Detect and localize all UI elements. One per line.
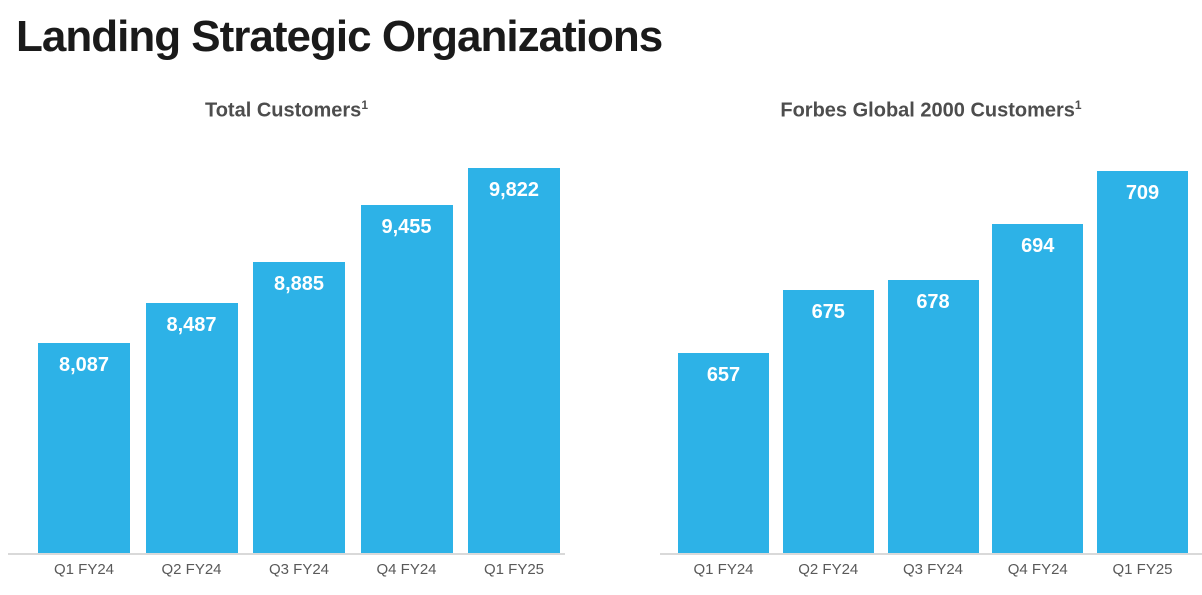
- bar-q4-fy24: 9,455: [360, 205, 453, 553]
- bar-value-label: 9,822: [488, 179, 540, 201]
- x-axis-labels: Q1 FY24 Q2 FY24 Q3 FY24 Q4 FY24 Q1 FY25: [8, 561, 565, 578]
- x-axis-label-q4-fy24: Q4 FY24: [376, 561, 437, 578]
- bar-value-label: 709: [1125, 182, 1160, 204]
- bar-q4-fy24: 694: [992, 223, 1084, 553]
- bar-value-label: 8,885: [273, 273, 325, 296]
- x-axis-label-q3-fy24: Q3 FY24: [902, 561, 964, 578]
- x-axis-label-q1-fy25: Q1 FY25: [1112, 561, 1173, 578]
- chart-title: Total Customers1: [8, 90, 565, 122]
- chart-title-footnote-marker: 1: [1074, 98, 1082, 112]
- x-axis-label-q2-fy24: Q2 FY24: [798, 561, 859, 578]
- bar-q1-fy24: 8,087: [38, 342, 130, 553]
- bar-q2-fy24: 8,487: [145, 302, 238, 553]
- x-axis-label-q3-fy24: Q3 FY24: [268, 561, 330, 578]
- x-axis-label-q1-fy24: Q1 FY24: [693, 561, 754, 578]
- chart-title: Forbes Global 2000 Customers1: [660, 90, 1202, 122]
- bar-q3-fy24: 8,885: [253, 262, 345, 553]
- x-axis-label-q4-fy24: Q4 FY24: [1007, 561, 1068, 578]
- plot-area: 657 675 678 694 709: [660, 167, 1202, 553]
- x-axis-line: [8, 553, 565, 555]
- bar-value-label: 9,455: [381, 216, 432, 238]
- x-axis-label-q1-fy25: Q1 FY25: [483, 561, 545, 578]
- bar-value-label: 678: [916, 290, 950, 313]
- x-axis-label-q2-fy24: Q2 FY24: [161, 561, 222, 578]
- bar-value-label: 8,487: [166, 313, 217, 336]
- x-axis-labels: Q1 FY24 Q2 FY24 Q3 FY24 Q4 FY24 Q1 FY25: [660, 561, 1202, 578]
- bar-q2-fy24: 675: [782, 290, 874, 553]
- chart-forbes-global-2000-customers: Forbes Global 2000 Customers1 657 675 678 6…: [660, 90, 1202, 578]
- bar-q1-fy25: 9,822: [468, 168, 560, 553]
- chart-total-customers: Total Customers1 8,087 8,487 8,885 9,455 9,8…: [8, 90, 565, 578]
- chart-title-text: Total Customers: [204, 99, 362, 122]
- chart-title-footnote-marker: 1: [361, 98, 368, 112]
- x-axis-line: [660, 553, 1202, 555]
- bar-q1-fy25: 709: [1097, 171, 1188, 553]
- bar-value-label: 675: [811, 301, 845, 324]
- bar-value-label: 8,087: [58, 353, 110, 376]
- x-axis-label-q1-fy24: Q1 FY24: [53, 561, 115, 578]
- plot-area: 8,087 8,487 8,885 9,455 9,822: [8, 167, 565, 553]
- page-title: Landing Strategic Organizations: [16, 12, 663, 61]
- bar-q1-fy24: 657: [678, 353, 769, 553]
- bar-q3-fy24: 678: [887, 279, 979, 553]
- bar-value-label: 657: [706, 364, 741, 387]
- chart-title-text: Forbes Global 2000 Customers: [780, 99, 1075, 122]
- bar-value-label: 694: [1021, 234, 1055, 257]
